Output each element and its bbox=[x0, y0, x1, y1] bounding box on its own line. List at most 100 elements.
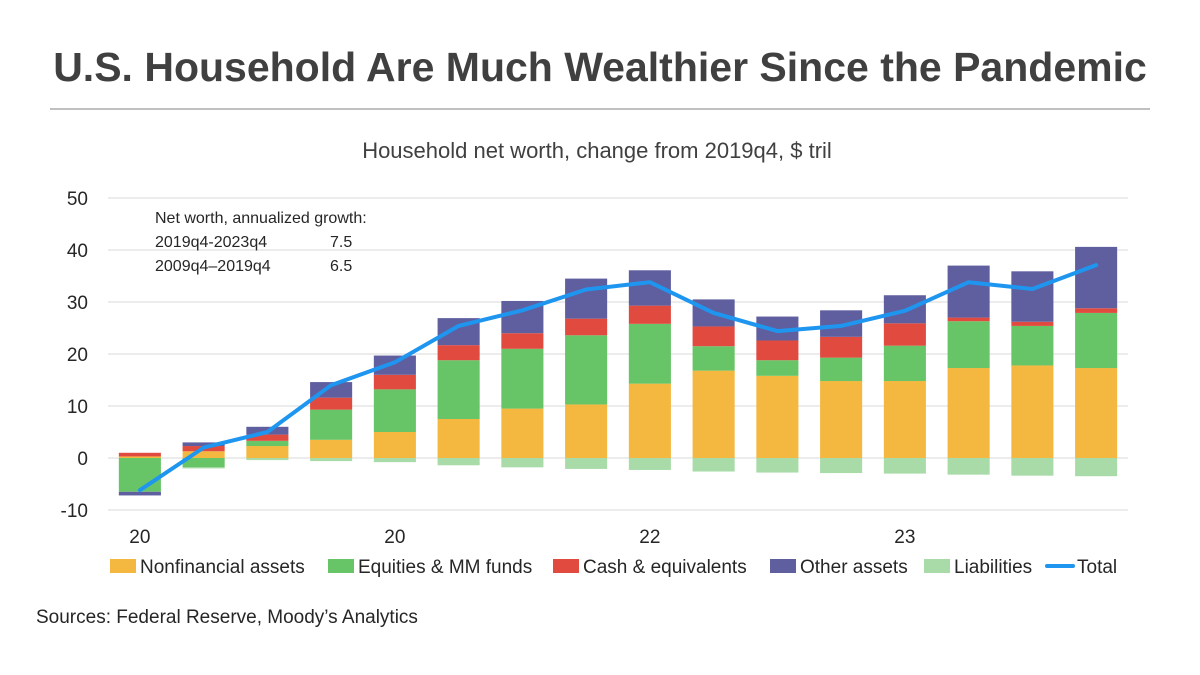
bar-segment-nonfinancial-assets bbox=[373, 432, 416, 458]
bar-segment-equities-mm-funds bbox=[883, 345, 926, 382]
bar-segment-cash-equivalents bbox=[246, 434, 289, 441]
bar-segment-liabilities bbox=[310, 458, 353, 462]
bar-segment-cash-equivalents bbox=[820, 336, 863, 358]
bar-segment-nonfinancial-assets bbox=[310, 439, 353, 458]
x-tick-label: 23 bbox=[894, 527, 915, 548]
bar-segment-cash-equivalents bbox=[1075, 308, 1118, 313]
total-line-series bbox=[137, 263, 1099, 493]
bar-segment-other-assets bbox=[1011, 271, 1054, 322]
bar-segment-nonfinancial-assets bbox=[692, 370, 735, 458]
total-line bbox=[137, 263, 1099, 493]
bar-segment-equities-mm-funds bbox=[565, 335, 608, 405]
bar-segment-equities-mm-funds bbox=[501, 348, 544, 409]
annotation-period-2: 2009q4–2019q4 bbox=[155, 258, 271, 275]
bar-segment-equities-mm-funds bbox=[947, 321, 990, 369]
bar-segment-equities-mm-funds bbox=[246, 440, 289, 447]
bar-segment-equities-mm-funds bbox=[373, 389, 416, 432]
bar-segment-cash-equivalents bbox=[310, 397, 353, 410]
bar-segment-nonfinancial-assets bbox=[947, 368, 990, 458]
bar-segment-liabilities bbox=[883, 458, 926, 474]
x-axis-tick-labels: 20 20 22 23 bbox=[129, 527, 915, 548]
title-divider bbox=[50, 108, 1150, 110]
bar-segment-nonfinancial-assets bbox=[1075, 368, 1118, 458]
bar-segment-other-assets bbox=[182, 442, 225, 447]
bar-segment-other-assets bbox=[1075, 246, 1118, 309]
legend-swatch-other-assets bbox=[770, 559, 796, 573]
bar-segment-liabilities bbox=[947, 458, 990, 475]
y-tick-label: 50 bbox=[67, 189, 88, 210]
bar-segment-equities-mm-funds bbox=[118, 458, 161, 492]
bar-segment-cash-equivalents bbox=[437, 345, 480, 361]
bar-segment-liabilities bbox=[820, 458, 863, 474]
bar-segment-equities-mm-funds bbox=[692, 346, 735, 371]
legend-swatch-equities-mm-funds bbox=[328, 559, 354, 573]
bar-segment-cash-equivalents bbox=[883, 323, 926, 346]
x-tick-label: 20 bbox=[129, 527, 150, 548]
bar-segment-liabilities bbox=[182, 467, 225, 469]
bar-segment-cash-equivalents bbox=[692, 326, 735, 347]
y-tick-label: 0 bbox=[77, 449, 88, 470]
y-tick-label: 20 bbox=[67, 345, 88, 366]
annotation-value-2: 6.5 bbox=[330, 258, 352, 275]
legend-swatch-nonfinancial-assets bbox=[110, 559, 136, 573]
legend-label-cash-equivalents: Cash & equivalents bbox=[583, 557, 747, 578]
legend-label-total: Total bbox=[1077, 557, 1117, 578]
bar-segment-liabilities bbox=[628, 458, 671, 470]
bar-segment-equities-mm-funds bbox=[182, 458, 225, 468]
bar-segment-liabilities bbox=[692, 458, 735, 472]
bar-segment-nonfinancial-assets bbox=[182, 451, 225, 458]
chart-legend: Nonfinancial assets Equities & MM funds Ca… bbox=[110, 557, 1117, 578]
bar-segment-liabilities bbox=[501, 458, 544, 468]
bar-segment-liabilities bbox=[373, 458, 416, 463]
legend-swatch-liabilities bbox=[924, 559, 950, 573]
sources-note: Sources: Federal Reserve, Moody’s Analyt… bbox=[36, 607, 418, 628]
bar-segment-equities-mm-funds bbox=[437, 360, 480, 419]
bar-segment-equities-mm-funds bbox=[1075, 312, 1118, 369]
bar-segment-other-assets bbox=[118, 491, 161, 496]
bar-segment-nonfinancial-assets bbox=[565, 404, 608, 458]
bar-segment-liabilities bbox=[437, 458, 480, 466]
chart-title: Household net worth, change from 2019q4,… bbox=[362, 138, 832, 163]
legend-swatch-cash-equivalents bbox=[553, 559, 579, 573]
legend-label-nonfinancial-assets: Nonfinancial assets bbox=[140, 557, 305, 578]
bar-segment-cash-equivalents bbox=[947, 317, 990, 322]
bar-segment-nonfinancial-assets bbox=[628, 383, 671, 458]
y-tick-label: 30 bbox=[67, 293, 88, 314]
x-tick-label: 22 bbox=[639, 527, 660, 548]
y-tick-label: 10 bbox=[67, 397, 88, 418]
growth-annotation: Net worth, annualized growth: 2019q4-202… bbox=[155, 210, 367, 275]
legend-label-other-assets: Other assets bbox=[800, 557, 908, 578]
annotation-value-1: 7.5 bbox=[330, 234, 352, 251]
bar-segment-liabilities bbox=[756, 458, 799, 473]
bar-segment-nonfinancial-assets bbox=[437, 419, 480, 458]
bar-segment-equities-mm-funds bbox=[1011, 325, 1054, 366]
bar-segment-cash-equivalents bbox=[373, 374, 416, 390]
bar-segment-equities-mm-funds bbox=[310, 409, 353, 440]
bar-segment-nonfinancial-assets bbox=[756, 375, 799, 458]
bar-segment-liabilities bbox=[1075, 458, 1118, 477]
bar-segment-nonfinancial-assets bbox=[1011, 365, 1054, 458]
bar-segment-cash-equivalents bbox=[501, 333, 544, 349]
bar-segment-liabilities bbox=[565, 458, 608, 469]
annotation-heading: Net worth, annualized growth: bbox=[155, 210, 367, 227]
bar-segment-other-assets bbox=[947, 265, 990, 318]
bar-segment-equities-mm-funds bbox=[756, 360, 799, 376]
bar-segment-cash-equivalents bbox=[628, 305, 671, 324]
x-tick-label: 20 bbox=[384, 527, 405, 548]
bar-segment-other-assets bbox=[756, 316, 799, 341]
bar-segment-cash-equivalents bbox=[756, 340, 799, 361]
bar-segment-equities-mm-funds bbox=[820, 357, 863, 382]
y-tick-label: 40 bbox=[67, 241, 88, 262]
bar-segment-cash-equivalents bbox=[565, 318, 608, 336]
bar-segment-nonfinancial-assets bbox=[883, 381, 926, 458]
bar-segment-other-assets bbox=[565, 278, 608, 319]
legend-label-equities-mm-funds: Equities & MM funds bbox=[358, 557, 532, 578]
page-title: U.S. Household Are Much Wealthier Since … bbox=[53, 44, 1147, 90]
bar-segment-nonfinancial-assets bbox=[246, 446, 289, 458]
bar-segment-equities-mm-funds bbox=[628, 323, 671, 384]
y-axis-tick-labels: -10 0 10 20 30 40 50 bbox=[61, 189, 88, 522]
bar-segment-nonfinancial-assets bbox=[118, 456, 161, 458]
bar-segment-liabilities bbox=[1011, 458, 1054, 476]
y-tick-label: -10 bbox=[61, 501, 88, 522]
